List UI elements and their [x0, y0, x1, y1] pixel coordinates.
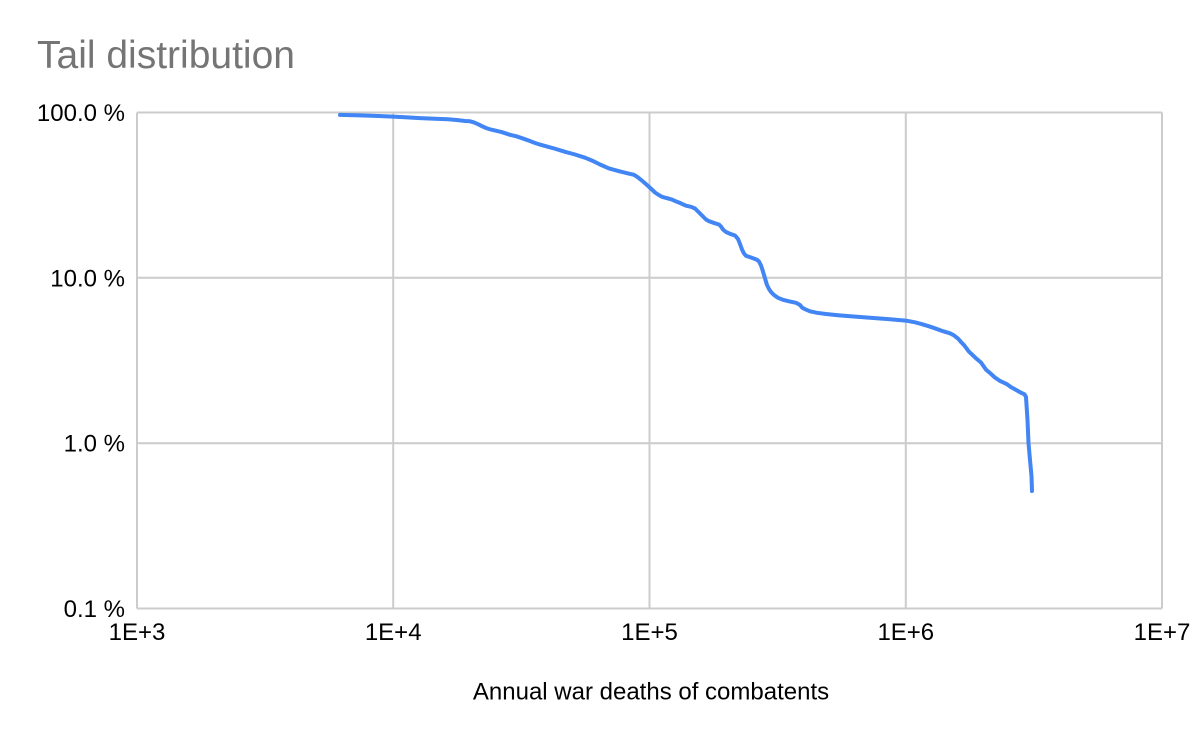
svg-text:Tail distribution: Tail distribution: [37, 34, 295, 77]
svg-text:100.0 %: 100.0 %: [37, 100, 125, 127]
svg-text:0.1 %: 0.1 %: [64, 596, 125, 623]
svg-text:1.0 %: 1.0 %: [64, 431, 125, 458]
svg-text:10.0 %: 10.0 %: [50, 265, 125, 292]
svg-text:1E+5: 1E+5: [621, 619, 678, 646]
svg-text:1E+6: 1E+6: [877, 619, 934, 646]
svg-text:1E+4: 1E+4: [365, 619, 422, 646]
svg-text:1E+7: 1E+7: [1134, 619, 1191, 646]
svg-text:1E+3: 1E+3: [109, 619, 166, 646]
svg-text:Annual war deaths of combatent: Annual war deaths of combatents: [473, 679, 829, 706]
